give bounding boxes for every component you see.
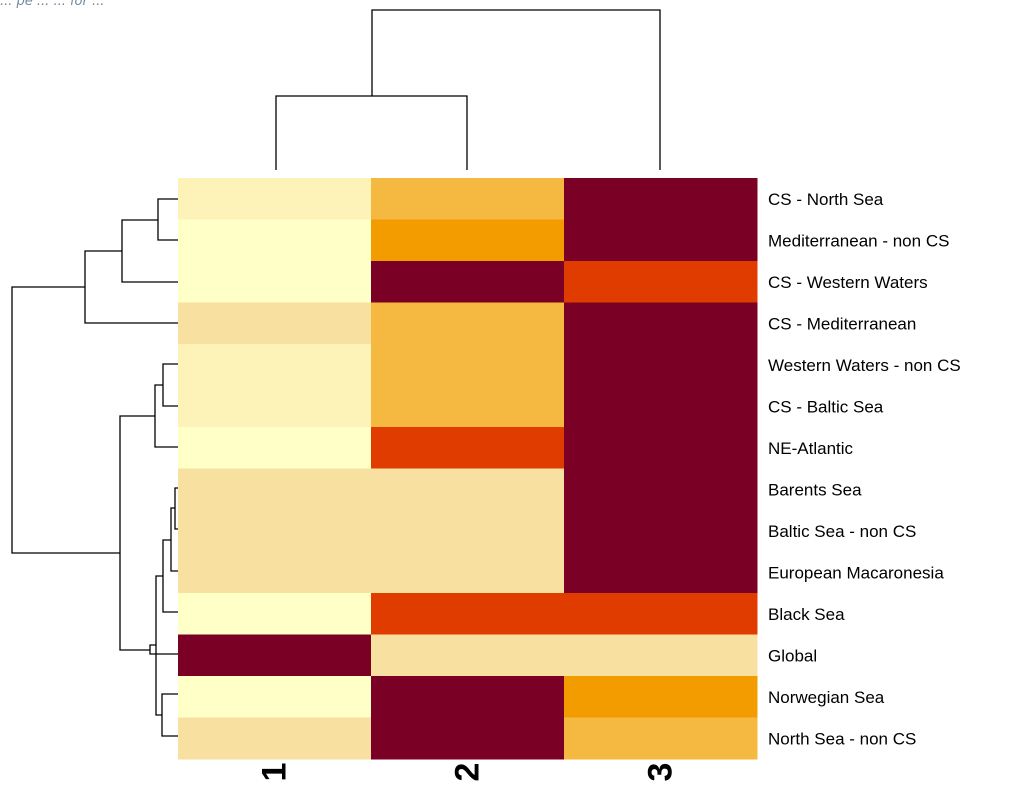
heatmap-cell: [564, 427, 758, 469]
heatmap-cell: [371, 219, 565, 262]
row-dendro-c: [162, 363, 178, 407]
column-label: 2: [449, 763, 487, 782]
heatmap-cell: [564, 385, 758, 428]
heatmap-cell: [564, 178, 758, 220]
heatmap-cell: [178, 385, 372, 428]
row-labels: CS - North Sea Mediterranean - non CS CS -…: [768, 190, 961, 749]
heatmap-cell: [564, 676, 758, 718]
heatmap-cell: [371, 551, 565, 594]
heatmap-cell: [178, 302, 372, 345]
heatmap-cell: [371, 385, 565, 428]
heatmap-cell: [371, 593, 565, 635]
heatmap-cell: [564, 510, 758, 552]
row-label: Barents Sea: [768, 480, 862, 499]
row-dendro-k: [149, 644, 178, 655]
heatmap-cell: [371, 717, 565, 760]
heatmap-cell: [564, 634, 758, 677]
heatmap-cells: [178, 178, 758, 760]
heatmap-cell: [178, 676, 372, 718]
figure-caption-fragment: ... pe ... ... for ...: [0, 0, 105, 9]
heatmap-cell: [371, 178, 565, 220]
heatmap-cell: [371, 261, 565, 303]
row-dendro-f: [174, 487, 178, 530]
row-dendro-root: [11, 286, 120, 554]
heatmap-cell: [371, 427, 565, 469]
row-dendro-l: [119, 415, 155, 651]
column-label: 3: [642, 763, 680, 782]
column-dendrogram: [275, 9, 661, 170]
heatmap-cell: [178, 178, 372, 220]
row-label: CS - Western Waters: [768, 273, 928, 292]
row-label: Norwegian Sea: [768, 688, 885, 707]
row-dendrogram: [11, 198, 178, 737]
heatmap-cell: [564, 468, 758, 511]
row-label: Black Sea: [768, 605, 845, 624]
row-dendro-i: [161, 693, 178, 737]
heatmap-cell: [564, 219, 758, 262]
row-label: Baltic Sea - non CS: [768, 522, 916, 541]
row-dendro-a: [157, 198, 178, 241]
row-dendro-e: [84, 250, 178, 324]
heatmap-cell: [178, 510, 372, 552]
heatmap-cell: [371, 676, 565, 718]
heatmap-cell: [178, 634, 372, 677]
heatmap-cell: [178, 717, 372, 760]
row-label: Global: [768, 646, 817, 665]
heatmap-cell: [178, 219, 372, 262]
heatmap-cell: [371, 510, 565, 552]
heatmap-cell: [564, 551, 758, 594]
heatmap-cell: [564, 717, 758, 760]
row-label: NE-Atlantic: [768, 439, 854, 458]
row-label: CS - Mediterranean: [768, 314, 916, 333]
heatmap-cell: [178, 551, 372, 594]
col-dendro-branch-12-3: [371, 9, 661, 170]
row-label: North Sea - non CS: [768, 729, 916, 748]
heatmap-cell: [178, 593, 372, 635]
heatmap-cell: [371, 634, 565, 677]
heatmap-cell: [178, 468, 372, 511]
row-dendro-d: [154, 384, 178, 448]
col-dendro-branch-1-2: [275, 95, 468, 170]
column-labels: 1 2 3: [256, 763, 680, 782]
heatmap-cell: [371, 344, 565, 386]
heatmap-cell: [178, 261, 372, 303]
heatmap-cell: [371, 468, 565, 511]
heatmap-cell: [178, 427, 372, 469]
row-label: CS - North Sea: [768, 190, 884, 209]
row-label: European Macaronesia: [768, 563, 944, 582]
row-label: CS - Baltic Sea: [768, 397, 884, 416]
heatmap-cell: [564, 302, 758, 345]
heatmap-cell: [564, 261, 758, 303]
row-dendro-b: [121, 219, 178, 283]
heatmap-cell: [371, 302, 565, 345]
heatmap-cell: [564, 344, 758, 386]
row-label: Mediterranean - non CS: [768, 231, 949, 250]
column-label: 1: [256, 763, 294, 782]
row-label: Western Waters - non CS: [768, 356, 961, 375]
heatmap-cell: [564, 593, 758, 635]
heatmap-cell: [178, 344, 372, 386]
